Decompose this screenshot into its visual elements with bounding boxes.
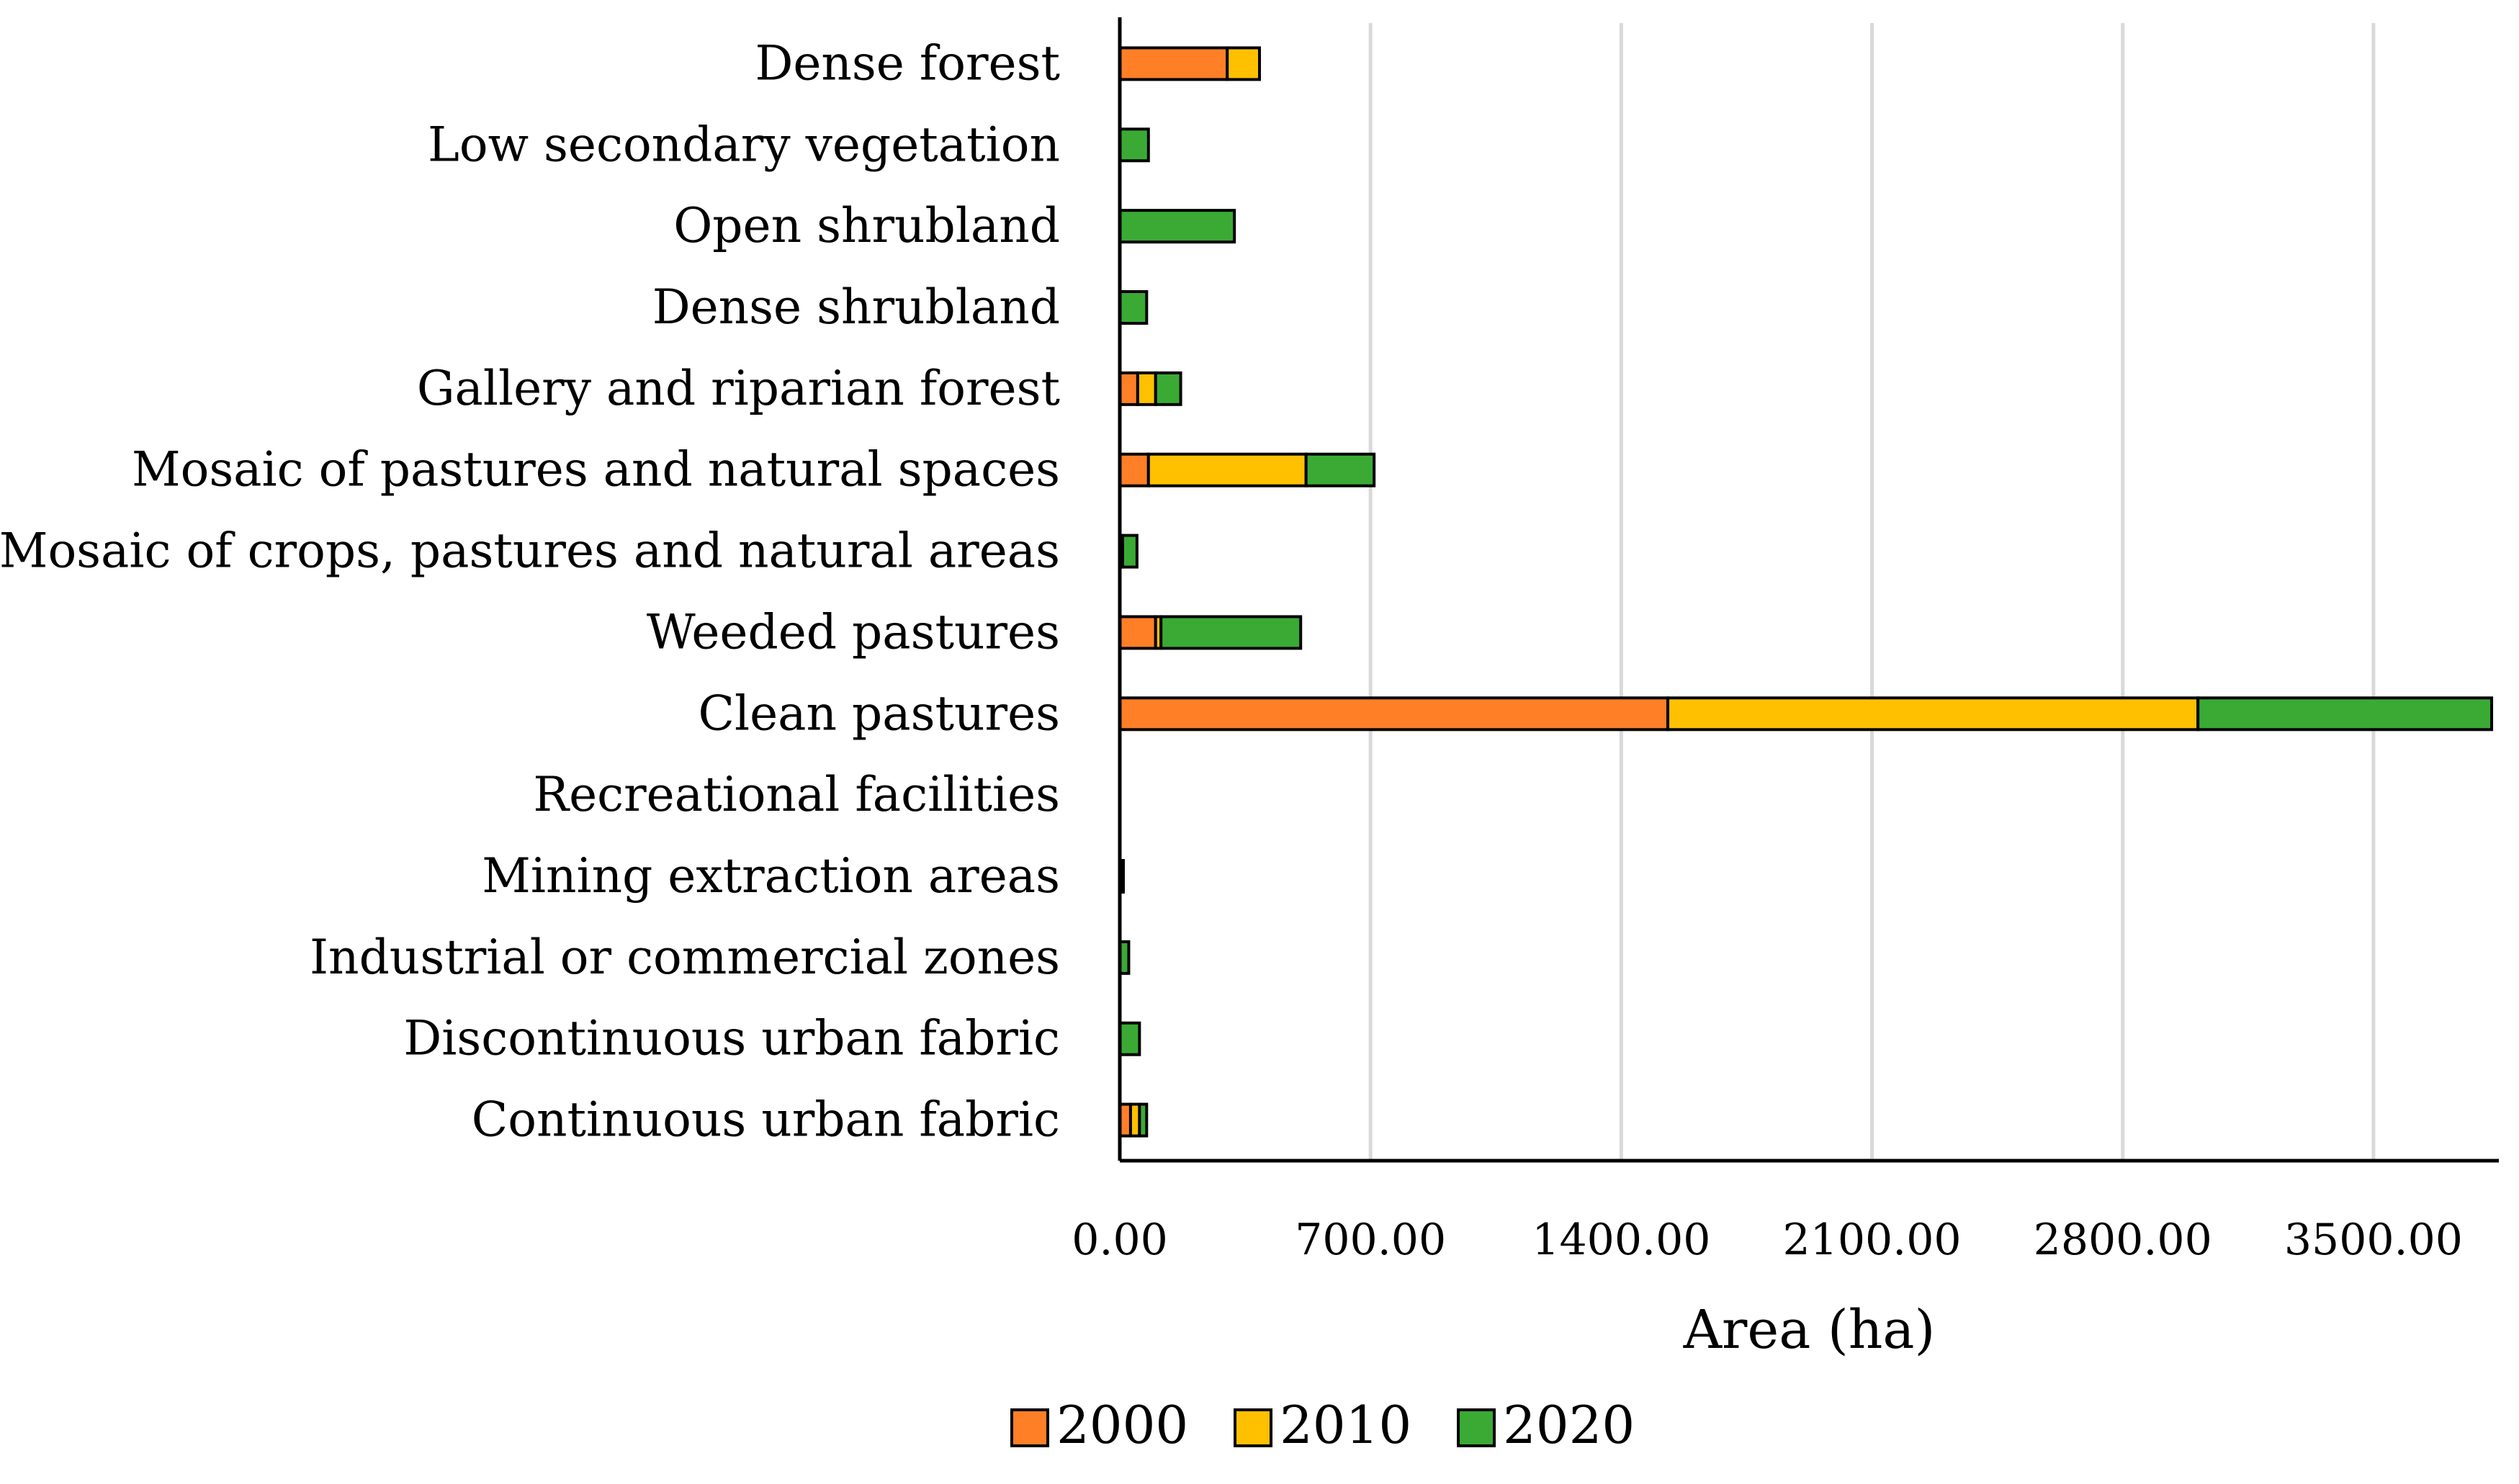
legend-label: 2010 — [1280, 1395, 1411, 1455]
category-label: Mining extraction areas — [482, 848, 1060, 904]
category-label: Open shrubland — [673, 198, 1060, 253]
legend-label: 2000 — [1056, 1395, 1188, 1455]
axes — [1118, 17, 2499, 1163]
category-label: Dense shrubland — [652, 279, 1060, 335]
category-label: Weeded pastures — [647, 604, 1060, 660]
bar-2000 — [1118, 371, 1139, 406]
legend: 2000 2010 2020 — [1010, 1395, 1635, 1455]
legend-label: 2020 — [1503, 1395, 1635, 1455]
bar-2020 — [2196, 696, 2494, 732]
bar-2020 — [1304, 452, 1376, 487]
bar-2020 — [1118, 290, 1149, 325]
legend-swatch-2010 — [1234, 1408, 1272, 1447]
category-label: Continuous urban fabric — [472, 1092, 1060, 1148]
bar-2010 — [1136, 371, 1157, 406]
category-label: Industrial or commercial zones — [310, 930, 1060, 985]
bar-2020 — [1118, 1021, 1141, 1056]
bar-2020 — [1120, 859, 1125, 894]
bar-2010 — [1226, 46, 1261, 81]
x-tick-label: 2100.00 — [1782, 1215, 1961, 1265]
bar-2020 — [1118, 209, 1236, 244]
category-label: Recreational facilities — [533, 767, 1060, 822]
x-tick-labels: 0.00 700.00 1400.00 2100.00 2800.00 3500.00 — [1072, 1215, 2463, 1265]
x-tick-label: 2800.00 — [2034, 1215, 2212, 1265]
bar-2000 — [1118, 615, 1157, 650]
category-label: Clean pastures — [699, 685, 1060, 741]
bar-2020 — [1118, 127, 1150, 163]
category-label: Dense forest — [755, 35, 1060, 91]
bar-2000 — [1118, 696, 1670, 732]
category-label: Low secondary vegetation — [428, 117, 1060, 172]
category-label: Mosaic of pastures and natural spaces — [132, 442, 1060, 498]
category-label: Gallery and riparian forest — [417, 361, 1060, 416]
bar-2020 — [1121, 534, 1139, 569]
category-label: Mosaic of crops, pastures and natural ar… — [0, 523, 1060, 579]
category-labels: Dense forest Low secondary vegetation Open… — [0, 35, 1060, 1147]
bar-2000 — [1118, 46, 1229, 81]
legend-swatch-2020 — [1457, 1408, 1496, 1447]
bar-2020 — [1159, 615, 1303, 650]
bars — [1118, 46, 2494, 1138]
bar-2020 — [1138, 1102, 1149, 1138]
category-label: Discontinuous urban fabric — [403, 1011, 1060, 1066]
bar-2000 — [1118, 452, 1150, 487]
legend-swatch-2000 — [1010, 1408, 1049, 1447]
x-tick-label: 1400.00 — [1532, 1215, 1710, 1265]
x-tick-label: 700.00 — [1295, 1215, 1446, 1265]
bar-2010 — [1666, 696, 2200, 732]
bar-2020 — [1154, 371, 1182, 406]
x-tick-label: 3500.00 — [2284, 1215, 2463, 1265]
bar-2010 — [1146, 452, 1308, 487]
gridlines — [1368, 23, 2376, 1161]
x-tick-label: 0.00 — [1072, 1215, 1168, 1265]
x-axis-title: Area (ha) — [1683, 1299, 1936, 1361]
